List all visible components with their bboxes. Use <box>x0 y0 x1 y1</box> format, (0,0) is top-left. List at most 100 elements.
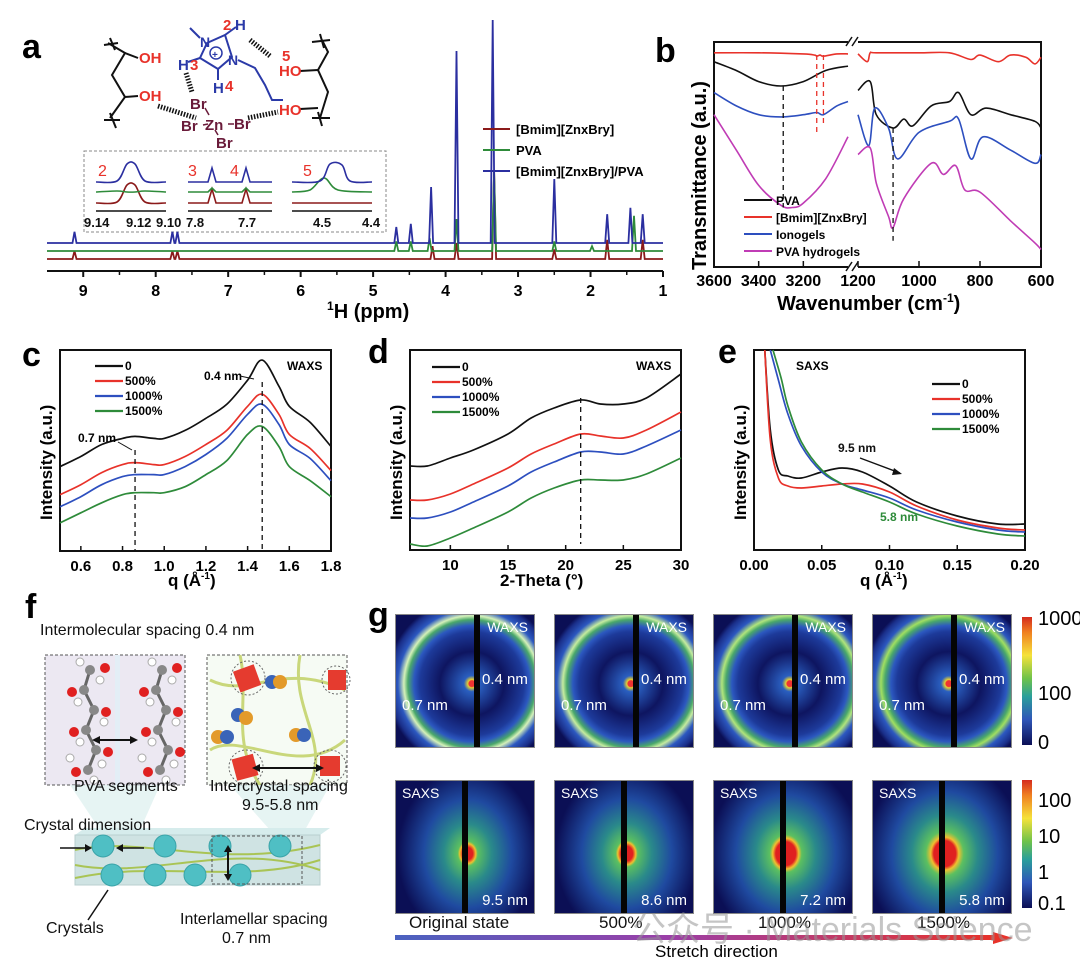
x-axis-label: 2-Theta (°) <box>500 571 583 590</box>
x-tick-label: 8 <box>151 283 160 300</box>
atom <box>163 745 173 755</box>
atom <box>143 767 153 777</box>
chemical-structure <box>103 26 331 136</box>
x-tick-label: 3400 <box>741 273 777 290</box>
inset-tick: 7.7 <box>238 215 256 230</box>
inset-label-3: 3 <box>188 163 197 180</box>
hydrogen-atom <box>73 697 83 707</box>
pva-chain-left <box>107 42 127 119</box>
colorbar-tick: 1 <box>1038 862 1050 884</box>
plus-label: + <box>212 50 218 61</box>
annotation-label: 5.8 nm <box>880 510 918 524</box>
stretch-direction-arrow <box>395 932 1013 944</box>
series-line <box>409 457 682 548</box>
x-tick-label: 3600 <box>696 273 732 290</box>
h4-label: H <box>213 80 224 97</box>
series-line <box>409 373 682 468</box>
nmr-chart: OH OH HO HO N N H H H 2 3 4 5 + Zn Br Br… <box>47 17 668 323</box>
legend-label: 500% <box>962 392 993 406</box>
legend-label: [Bmim][ZnxBry]/PVA <box>516 164 644 179</box>
ftir-chart: Transmittance (a.u.) 3600 3400 3200 1200 100… <box>689 36 1054 315</box>
atom <box>91 745 101 755</box>
nmr-spectra <box>47 19 663 260</box>
hydrogen-atom <box>137 753 147 763</box>
saxs-label: SAXS <box>879 785 917 801</box>
beamstop <box>951 615 957 747</box>
x-tick-label: 15 <box>500 557 517 574</box>
atom <box>100 663 110 673</box>
saxs-label: SAXS <box>561 785 599 801</box>
panel-label-f: f <box>25 588 37 626</box>
saxs-colorbar <box>1022 780 1032 908</box>
series-line <box>772 349 1026 537</box>
annotation-arrow <box>117 441 133 451</box>
br-label: Br <box>234 116 251 133</box>
pva-chain-right <box>316 39 330 119</box>
x-tick-label: 0.05 <box>807 557 836 574</box>
corner-label: WAXS <box>287 359 322 373</box>
x-tick-label: 1.4 <box>237 558 259 575</box>
x-tick-label: 9 <box>79 283 88 300</box>
br-label: Br <box>190 96 207 113</box>
panel-label-b: b <box>655 32 676 70</box>
imidazolium-ring <box>198 33 234 71</box>
legend-label: 0 <box>462 360 469 374</box>
ftir-series-line <box>713 51 849 58</box>
x-tick-label: 1.8 <box>321 558 342 575</box>
colorbar-tick: 1000 <box>1038 608 1080 630</box>
ftir-series-line <box>713 114 849 209</box>
x-tick-label: 1.6 <box>279 558 300 575</box>
atom <box>139 687 149 697</box>
annotation-label: 9.5 nm <box>838 441 876 455</box>
plot-frame <box>409 349 682 551</box>
inset-box <box>83 150 387 233</box>
beamstop <box>621 781 627 913</box>
x-tick-label: 0.6 <box>70 558 91 575</box>
colorbar-tick: 10 <box>1038 826 1061 848</box>
panel-label-c: c <box>22 336 41 374</box>
inset-tick: 4.4 <box>362 215 381 230</box>
atom <box>161 705 171 715</box>
ftir-series-line <box>713 60 849 87</box>
saxs-label: SAXS <box>720 785 758 801</box>
axis-break-gap <box>848 38 858 271</box>
inset-label-2: 2 <box>98 163 107 180</box>
atom <box>153 725 163 735</box>
hydrogen-atom <box>75 657 85 667</box>
legend-label: [Bmim][ZnxBry] <box>776 211 867 225</box>
x-tick-label: 2 <box>586 283 595 300</box>
legend-label: 1500% <box>125 404 163 418</box>
saxs-pattern: SAXS 7.2 nm <box>713 780 853 914</box>
series-line <box>763 349 1026 526</box>
series-line <box>59 425 332 524</box>
hydrogen-atom <box>147 737 157 747</box>
hydrogen-atom <box>99 717 109 727</box>
ftir-series-line <box>857 106 1042 165</box>
axis-break-marks <box>845 36 859 272</box>
intercrystal-spacing-label: Intercrystal spacing <box>210 778 348 795</box>
br-label: Br <box>216 135 233 152</box>
saxs-spacing-label: 5.8 nm <box>959 892 1005 909</box>
crystal-lamella <box>230 660 266 696</box>
legend-label: 1000% <box>962 407 1000 421</box>
y-axis-label: Intensity (a.u.) <box>731 405 750 520</box>
x-tick-label: 30 <box>673 557 690 574</box>
waxs-label: WAXS <box>646 619 687 635</box>
panel-label-e: e <box>718 333 737 371</box>
inset-series-line <box>95 182 167 205</box>
x-axis-label: 1H (ppm) <box>327 299 409 323</box>
crystal-dimension-label: Crystal dimension <box>24 817 152 834</box>
zn-label: Zn <box>205 117 223 134</box>
inset-series-line <box>95 190 167 193</box>
pva-molecule <box>65 657 185 785</box>
ring-label-inner: 0.7 nm <box>720 697 766 714</box>
legend-label: 1000% <box>462 390 500 404</box>
nmr-x-ticks: 9 8 7 6 5 4 3 2 1 <box>79 271 668 300</box>
legend-label: PVA hydrogels <box>776 245 860 259</box>
inset-label-5: 5 <box>303 163 312 180</box>
waxs-q-chart: Intensity (a.u.) 0.6 0.8 1.0 1.2 1.4 1.6 1.8 05… <box>37 349 342 590</box>
h2-label: H <box>235 17 246 34</box>
colorbar-tick: 100 <box>1038 790 1072 812</box>
beamstop <box>792 615 798 747</box>
ftir-series-line <box>857 79 1042 129</box>
